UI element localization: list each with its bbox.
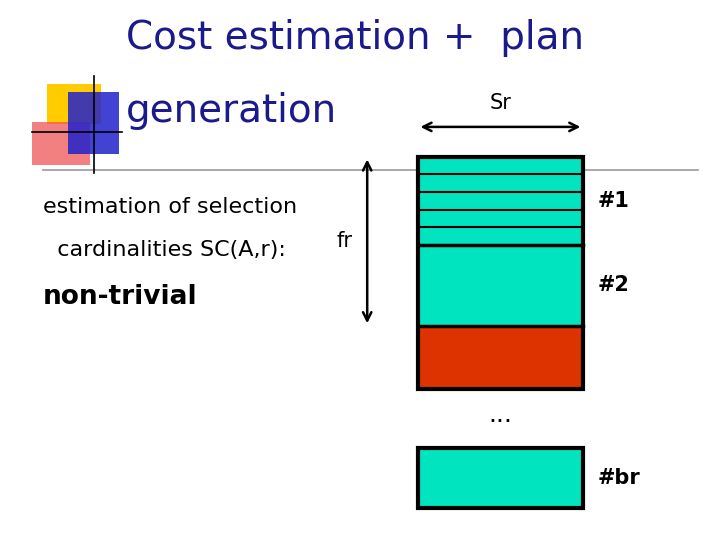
Bar [32, 122, 90, 165]
Text: #2: #2 [598, 275, 629, 295]
Bar [68, 92, 119, 154]
Bar [418, 245, 583, 326]
Text: cardinalities SC(A,r):: cardinalities SC(A,r): [43, 240, 286, 260]
Text: #1: #1 [598, 191, 629, 211]
Text: generation: generation [126, 92, 337, 130]
Text: estimation of selection: estimation of selection [43, 197, 297, 217]
Text: #br: #br [598, 468, 640, 488]
Text: fr: fr [337, 231, 353, 251]
Bar [47, 84, 101, 124]
Bar [418, 448, 583, 508]
Bar [418, 326, 583, 389]
Text: Cost estimation +  plan: Cost estimation + plan [126, 19, 584, 57]
Bar [418, 157, 583, 389]
Bar [418, 157, 583, 245]
Text: ...: ... [488, 403, 513, 427]
Text: Sr: Sr [490, 93, 511, 113]
Text: non-trivial: non-trivial [43, 284, 198, 309]
